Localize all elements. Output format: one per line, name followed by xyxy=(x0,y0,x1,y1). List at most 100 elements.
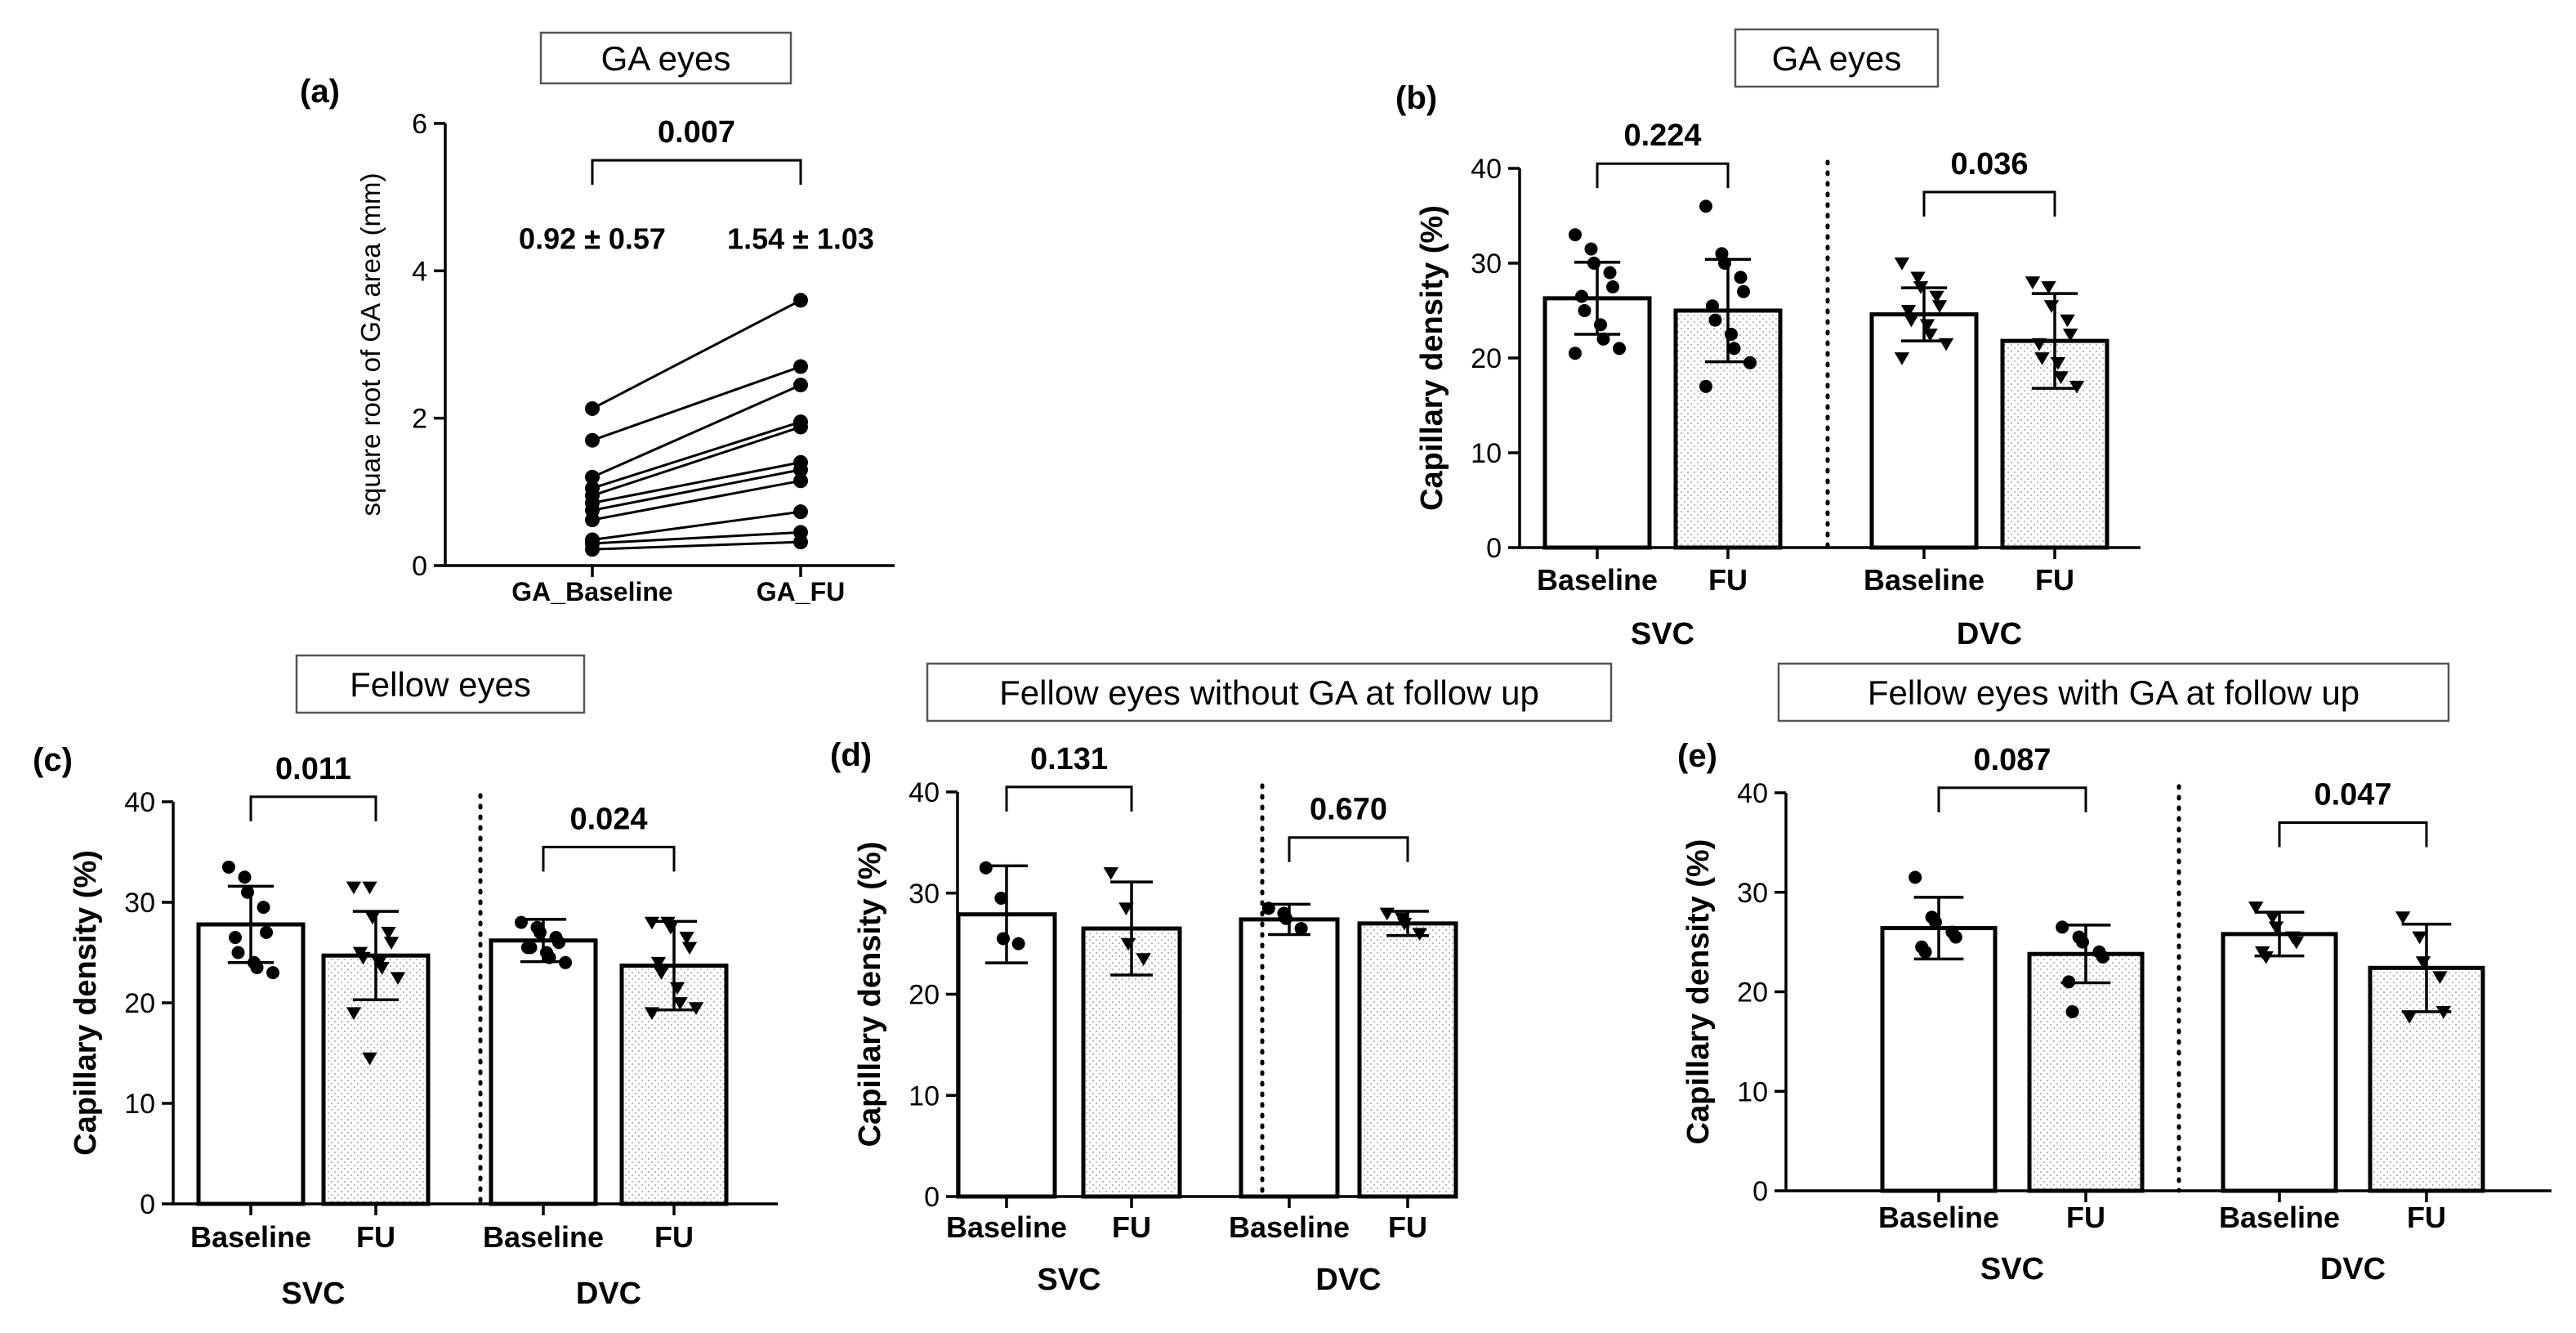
group-label: SVC xyxy=(1037,1263,1100,1297)
p-value-label: 0.224 xyxy=(1623,119,1701,153)
y-tick-label: 20 xyxy=(909,980,940,1011)
x-tick-label: FU xyxy=(356,1220,395,1254)
y-tick-label: 40 xyxy=(1471,154,1502,185)
data-point-circle xyxy=(793,378,808,393)
y-tick-label: 20 xyxy=(1471,343,1502,374)
data-point-circle xyxy=(979,861,993,875)
data-point-triangle xyxy=(1379,907,1395,921)
pair-line xyxy=(592,420,801,490)
data-point-circle xyxy=(1578,304,1592,317)
data-point-triangle xyxy=(2401,1011,2418,1024)
bar xyxy=(2027,951,2145,1193)
data-point-circle xyxy=(793,473,808,489)
data-point-circle xyxy=(2056,920,2069,934)
y-axis-label: square root of GA area (mm) xyxy=(355,173,386,517)
panel-title: Fellow eyes with GA at follow up xyxy=(1868,673,2359,712)
pair-line xyxy=(592,426,801,497)
data-point-circle xyxy=(994,891,1008,905)
significance-bracket xyxy=(2278,821,2428,848)
x-tick-label: FU xyxy=(2035,563,2074,597)
chart-panel-a: GA eyes (a) 0 2 4 6 square root of GA area (mm… xyxy=(300,31,895,606)
group-label: SVC xyxy=(1980,1252,2044,1286)
data-point-triangle xyxy=(2043,300,2060,313)
p-value-label: 0.131 xyxy=(1030,742,1108,776)
data-point-circle xyxy=(793,535,808,550)
pair-line xyxy=(592,383,801,479)
data-point-circle xyxy=(585,542,600,557)
group-label: DVC xyxy=(2320,1252,2386,1286)
data-point-circle xyxy=(1011,937,1025,951)
bar xyxy=(2221,932,2338,1193)
data-point-triangle xyxy=(1931,300,1948,313)
data-point-triangle xyxy=(663,921,679,935)
p-value-label: 0.087 xyxy=(1973,743,2051,777)
data-point-triangle xyxy=(346,881,362,895)
pair-line xyxy=(592,510,801,541)
data-point-circle xyxy=(1294,922,1308,936)
data-point-circle xyxy=(231,946,245,959)
y-axis-label: Capillary density (%) xyxy=(1415,205,1449,511)
bar xyxy=(1869,312,1979,550)
y-tick-label: 4 xyxy=(412,256,427,287)
p-value-label: 0.024 xyxy=(569,802,647,836)
p-value-label: 0.036 xyxy=(1950,147,2028,181)
data-point-triangle xyxy=(2053,371,2069,384)
y-tick-label: 40 xyxy=(124,787,155,818)
data-point-triangle xyxy=(362,1052,377,1066)
data-point-circle xyxy=(238,870,252,884)
significance-bracket xyxy=(591,159,802,186)
significance-bracket xyxy=(1596,162,1730,189)
x-tick-label: FU xyxy=(1112,1210,1151,1244)
data-point-triangle xyxy=(2248,901,2264,915)
group-label: DVC xyxy=(1957,617,2022,651)
p-value-label: 0.670 xyxy=(1310,793,1387,827)
y-tick-label: 10 xyxy=(124,1089,155,1120)
data-point-triangle xyxy=(679,932,694,945)
chart-panel-c: Fellow eyes (c) 0 10 20 30 40 Capillary density… xyxy=(33,654,778,1311)
data-point-circle xyxy=(228,931,242,945)
data-point-triangle xyxy=(2062,329,2078,342)
data-point-triangle xyxy=(644,916,660,930)
y-tick-label: 30 xyxy=(909,879,940,910)
significance-bracket xyxy=(1288,836,1409,862)
data-point-triangle xyxy=(2034,352,2050,365)
y-tick-label: 10 xyxy=(909,1080,940,1112)
panel-label: (a) xyxy=(300,74,340,110)
data-point-circle xyxy=(1918,945,1932,959)
x-tick-label: Baseline xyxy=(1878,1201,1999,1234)
data-point-triangle xyxy=(2395,911,2411,924)
data-point-circle xyxy=(793,359,808,374)
x-tick-label: FU xyxy=(2066,1201,2105,1234)
y-tick-label: 40 xyxy=(1737,778,1768,809)
y-tick-label: 10 xyxy=(1471,438,1502,469)
data-point-circle xyxy=(1909,870,1922,884)
significance-bracket xyxy=(542,845,676,872)
data-point-circle xyxy=(260,925,274,939)
data-point-circle xyxy=(250,960,264,974)
data-point-triangle xyxy=(1929,290,1944,304)
y-tick-label: 20 xyxy=(1737,977,1768,1009)
data-point-circle xyxy=(1708,313,1722,327)
x-tick-label: GA_Baseline xyxy=(511,577,672,606)
data-point-triangle xyxy=(390,972,406,985)
pair-line xyxy=(592,479,801,521)
y-tick-label: 0 xyxy=(140,1189,155,1220)
x-tick-label: Baseline xyxy=(1537,563,1658,597)
significance-bracket xyxy=(249,795,377,821)
data-point-circle xyxy=(793,419,808,435)
data-point-circle xyxy=(1613,342,1627,356)
significance-bracket xyxy=(1005,785,1133,812)
y-tick-label: 30 xyxy=(1471,248,1502,280)
significance-bracket xyxy=(1937,786,2087,812)
panel-title-box xyxy=(539,31,792,85)
y-tick-label: 2 xyxy=(412,404,427,435)
chart-panel-b: GA eyes (b) 0 10 20 30 40 Capillary density (%)… xyxy=(1395,28,2141,651)
data-point-circle xyxy=(1699,379,1712,393)
data-point-triangle xyxy=(1910,271,1926,285)
data-point-circle xyxy=(1574,289,1588,303)
data-point-triangle xyxy=(374,962,390,975)
group-label: SVC xyxy=(1631,617,1694,651)
pair-line xyxy=(592,540,801,551)
data-point-circle xyxy=(1699,199,1712,213)
x-tick-label: Baseline xyxy=(190,1220,311,1254)
